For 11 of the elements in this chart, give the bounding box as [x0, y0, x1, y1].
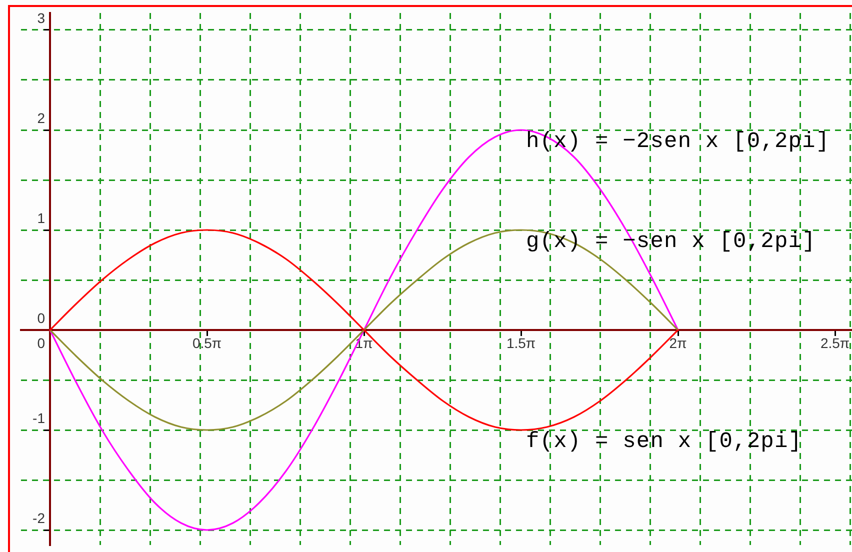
x-tick-label: 2.5π	[820, 334, 850, 351]
x-tick-label: 0.5π	[192, 334, 222, 351]
y-tick-label: 3	[37, 10, 46, 26]
y-tick-label: 0	[37, 310, 46, 326]
y-tick-label: -2	[32, 510, 46, 526]
x-tick-label: 1.5π	[506, 334, 536, 351]
y-tick-label: 1	[37, 210, 46, 226]
series-label: f(x) = sen x [0,2pi]	[526, 428, 802, 454]
y-tick-label: 2	[37, 110, 46, 126]
x-tick-label: 2π	[669, 334, 688, 351]
y-tick-label: -1	[32, 410, 46, 426]
